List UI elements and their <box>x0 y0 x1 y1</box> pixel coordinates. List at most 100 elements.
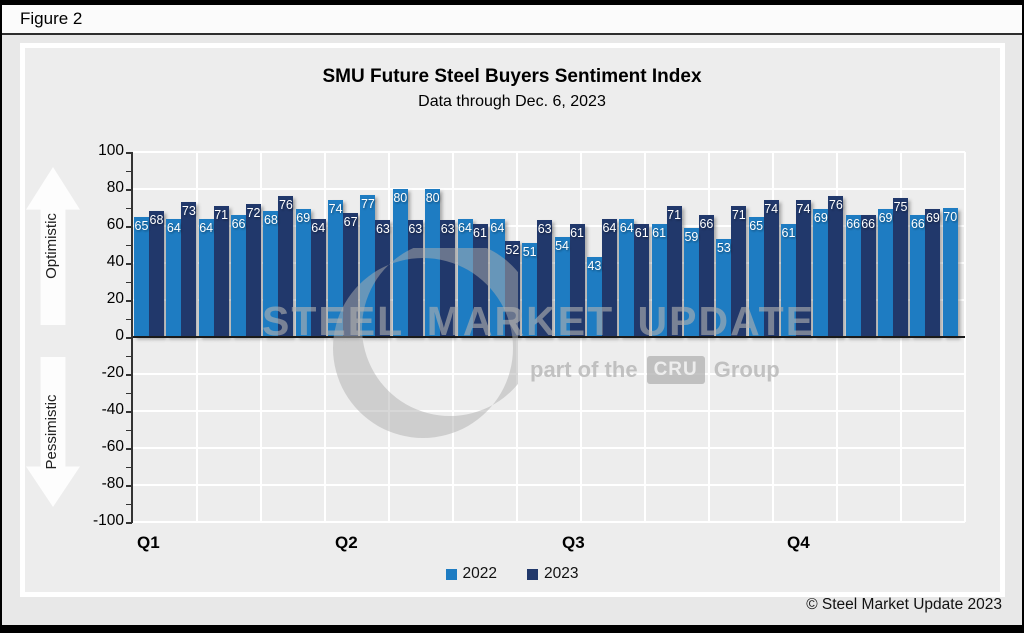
bar-label: 59 <box>684 229 699 244</box>
gridline-h <box>133 151 965 153</box>
bar-2023 <box>375 220 391 337</box>
bar-label: 66 <box>861 216 876 231</box>
legend-item-2023: 2023 <box>527 565 578 583</box>
watermark-cru-line: part of the CRU Group <box>530 356 780 384</box>
watermark-swoosh-icon <box>333 248 518 438</box>
y-axis-tick <box>126 503 132 505</box>
gridline-h <box>133 447 965 449</box>
bar-label: 63 <box>408 222 423 237</box>
bar-label: 43 <box>587 259 602 274</box>
bar-label: 76 <box>278 198 293 213</box>
bar-2023 <box>796 200 811 337</box>
y-axis-tick <box>126 448 132 450</box>
pessimistic-label: Pessimistic <box>43 394 60 470</box>
gridline-h <box>133 373 965 375</box>
copyright-text: © Steel Market Update 2023 <box>806 596 1002 613</box>
y-axis-tick <box>126 300 132 302</box>
y-axis-tick <box>126 189 132 191</box>
bar-2022 <box>554 237 570 337</box>
bar-label: 53 <box>716 240 731 255</box>
bar-label: 54 <box>555 239 569 254</box>
bar-2022 <box>942 207 958 337</box>
bar-2022 <box>392 189 408 337</box>
y-axis-tick <box>126 244 132 246</box>
x-axis-label-Q4: Q4 <box>787 533 810 552</box>
x-axis-label-Q1: Q1 <box>137 533 160 552</box>
bar-2022 <box>295 209 311 337</box>
bar-2023 <box>246 203 262 337</box>
y-axis-tick-label: 100 <box>98 142 124 159</box>
legend-item-2022: 2022 <box>445 565 497 583</box>
bar-2022 <box>683 227 699 337</box>
bar-2022 <box>425 189 441 337</box>
y-axis-tick-label: -80 <box>101 475 124 492</box>
y-axis-tick-label: -40 <box>101 401 124 418</box>
bar-label: 61 <box>634 226 649 241</box>
bar-label: 68 <box>149 213 164 228</box>
bar-label: 64 <box>199 220 214 235</box>
y-axis-tick <box>126 226 132 228</box>
bar-label: 80 <box>425 191 440 205</box>
bar-2022 <box>716 238 732 337</box>
y-axis-tick-label: 60 <box>106 216 124 233</box>
bar-label: 69 <box>296 211 311 226</box>
legend-label-2022: 2022 <box>462 565 497 582</box>
y-axis-tick <box>126 318 132 320</box>
bar-label: 70 <box>943 209 958 224</box>
bar-2022 <box>619 218 635 337</box>
legend-swatch-2022 <box>445 568 457 580</box>
figure-strip: Figure 2 <box>2 5 1022 35</box>
bar-2022 <box>522 242 538 337</box>
bar-label: 74 <box>328 202 343 217</box>
bar-label: 66 <box>910 216 925 231</box>
bar-2022 <box>328 200 344 337</box>
y-axis-tick <box>126 207 132 209</box>
y-axis-tick-label: -60 <box>101 438 124 455</box>
bar-2023 <box>893 198 909 337</box>
bar-2022 <box>198 218 214 337</box>
y-axis-tick <box>126 411 132 413</box>
bar-label: 51 <box>522 244 537 259</box>
figure-label: Figure 2 <box>20 9 83 28</box>
y-axis-tick <box>126 429 132 431</box>
bar-label: 69 <box>925 211 940 226</box>
y-axis-tick-label: -20 <box>101 364 124 381</box>
bar-label: 77 <box>360 196 375 211</box>
bar-label: 64 <box>619 220 634 235</box>
bar-2023 <box>666 205 682 337</box>
y-axis-tick <box>126 392 132 394</box>
y-axis-tick-label: 20 <box>106 290 124 307</box>
bar-2023 <box>634 224 650 337</box>
y-axis-tick <box>126 263 132 265</box>
bar-label: 80 <box>393 191 408 205</box>
bar-label: 74 <box>796 202 811 217</box>
plot-area: 65 68 64 73 64 71 66 72 68 76 69 64 74 67 77 63 80 63 80 63… <box>133 151 966 523</box>
bar-label: 64 <box>311 220 326 235</box>
chart-subtitle: Data through Dec. 6, 2023 <box>418 93 606 110</box>
bar-2022 <box>651 224 667 337</box>
bar-label: 72 <box>246 205 261 220</box>
watermark-partof-text: part of the <box>530 357 638 382</box>
chart-title: SMU Future Steel Buyers Sentiment Index <box>322 66 702 87</box>
x-axis-label-Q3: Q3 <box>562 533 585 552</box>
y-axis-tick-label: 0 <box>115 327 124 344</box>
x-axis-label-Q2: Q2 <box>335 533 358 552</box>
bar-2022 <box>781 224 796 337</box>
watermark-group-text: Group <box>713 357 780 382</box>
optimistic-label: Optimistic <box>43 213 60 279</box>
bar-label: 63 <box>537 222 552 237</box>
legend-label-2023: 2023 <box>544 565 579 582</box>
bar-label: 66 <box>699 216 714 231</box>
bar-label: 71 <box>731 207 746 222</box>
bar-label: 75 <box>893 200 908 215</box>
bar-label: 61 <box>652 226 667 241</box>
bar-2023 <box>213 205 229 337</box>
bar-2022 <box>910 214 926 337</box>
y-axis-tick <box>126 485 132 487</box>
y-axis-tick <box>126 374 132 376</box>
gridline-h <box>133 188 965 190</box>
bar-2023 <box>601 218 617 337</box>
bar-label: 64 <box>490 220 505 235</box>
bar-label: 61 <box>781 226 796 241</box>
